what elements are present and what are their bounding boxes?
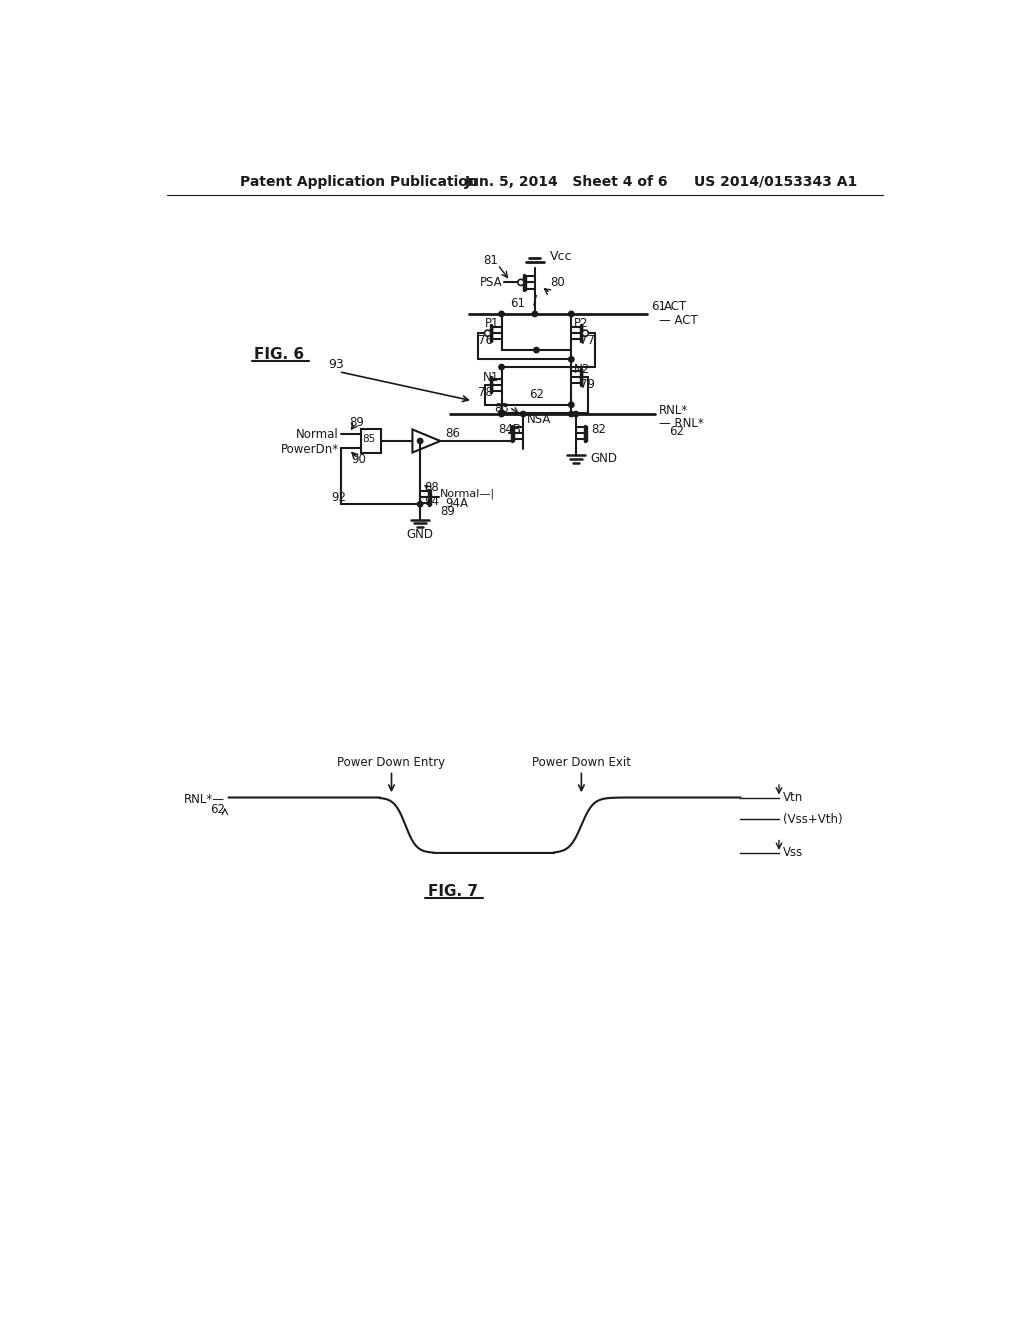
Circle shape: [499, 312, 504, 317]
Circle shape: [499, 412, 504, 417]
Text: 77: 77: [580, 334, 595, 347]
Text: 81: 81: [482, 253, 498, 267]
Circle shape: [484, 330, 490, 337]
Text: 85: 85: [362, 434, 376, 445]
Text: 94A: 94A: [445, 496, 468, 510]
Circle shape: [499, 409, 504, 416]
Circle shape: [573, 412, 579, 417]
Text: US 2014/0153343 A1: US 2014/0153343 A1: [693, 174, 857, 189]
Circle shape: [583, 330, 589, 337]
Text: (Vss+Vth): (Vss+Vth): [783, 813, 843, 825]
Circle shape: [520, 412, 526, 417]
Text: — ACT: — ACT: [658, 314, 697, 326]
Circle shape: [534, 347, 540, 352]
Text: 62: 62: [210, 804, 225, 816]
Text: Normal: Normal: [296, 428, 339, 441]
Text: Patent Application Publication: Patent Application Publication: [241, 174, 478, 189]
Text: GND: GND: [407, 528, 434, 541]
Text: 89: 89: [440, 504, 456, 517]
Circle shape: [568, 403, 574, 408]
Text: GND: GND: [590, 453, 616, 465]
Text: Vcc: Vcc: [550, 249, 572, 263]
Text: 80: 80: [550, 276, 565, 289]
Bar: [360, 429, 381, 453]
Circle shape: [418, 502, 423, 507]
Text: Jun. 5, 2014   Sheet 4 of 6: Jun. 5, 2014 Sheet 4 of 6: [465, 174, 669, 189]
Circle shape: [568, 312, 574, 317]
Text: Power Down Exit: Power Down Exit: [531, 756, 631, 770]
Text: P2: P2: [573, 317, 588, 330]
Text: FIG. 7: FIG. 7: [428, 884, 478, 899]
Text: P1: P1: [484, 317, 500, 330]
Text: Normal—|: Normal—|: [440, 488, 496, 499]
Text: 76: 76: [478, 334, 494, 347]
Text: NSA: NSA: [527, 413, 552, 426]
Text: Vtn: Vtn: [783, 791, 803, 804]
Text: 86: 86: [445, 426, 460, 440]
Text: PSA: PSA: [479, 276, 503, 289]
Text: FIG. 6: FIG. 6: [254, 347, 304, 362]
Text: 93: 93: [328, 358, 344, 371]
Text: 83: 83: [495, 403, 509, 416]
Text: 94: 94: [424, 495, 439, 508]
Text: 62: 62: [529, 388, 544, 401]
Text: 89: 89: [349, 416, 365, 429]
Circle shape: [518, 280, 524, 285]
Text: RNL*—: RNL*—: [184, 792, 225, 805]
Text: 61: 61: [651, 300, 667, 313]
Text: 62: 62: [669, 425, 684, 438]
Text: 61: 61: [511, 297, 525, 310]
Text: 90: 90: [351, 453, 367, 466]
Text: N1: N1: [483, 371, 500, 384]
Text: 79: 79: [580, 379, 595, 391]
Text: 92: 92: [332, 491, 346, 504]
Circle shape: [418, 438, 423, 444]
Text: /: /: [534, 293, 538, 306]
Text: N2: N2: [573, 363, 590, 376]
Text: PowerDn*: PowerDn*: [281, 444, 339, 455]
Text: 82: 82: [592, 422, 606, 436]
Text: Vss: Vss: [783, 846, 803, 859]
Text: ACT: ACT: [665, 300, 687, 313]
Text: Power Down Entry: Power Down Entry: [338, 756, 445, 770]
Text: 84B: 84B: [498, 422, 521, 436]
Circle shape: [568, 356, 574, 362]
Circle shape: [532, 312, 538, 317]
Circle shape: [568, 412, 574, 417]
Circle shape: [499, 364, 504, 370]
Text: RNL*: RNL*: [658, 404, 688, 417]
Text: — RNL*: — RNL*: [658, 417, 703, 430]
Text: 78: 78: [478, 385, 494, 399]
Text: 88: 88: [424, 480, 439, 494]
